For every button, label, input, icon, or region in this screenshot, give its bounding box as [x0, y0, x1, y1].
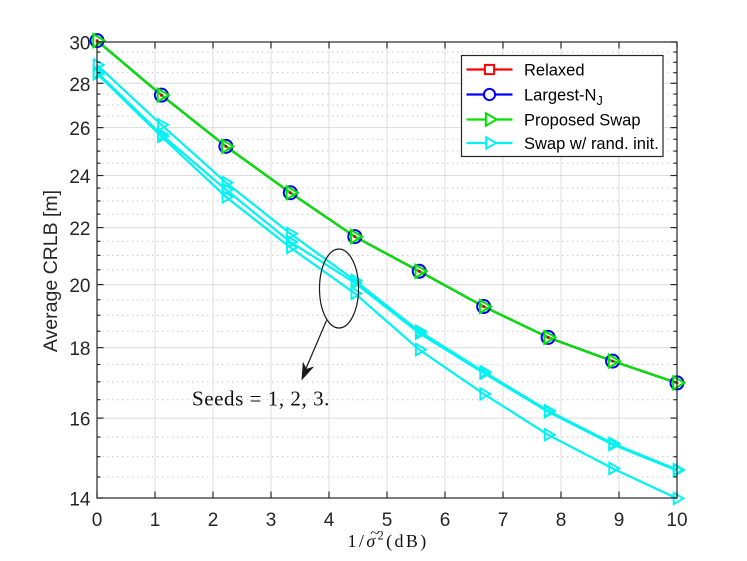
- svg-text:8: 8: [556, 510, 567, 531]
- svg-text:26: 26: [69, 119, 90, 140]
- svg-text:1: 1: [150, 510, 161, 531]
- svg-text:9: 9: [614, 510, 625, 531]
- svg-text:Largest-NJ: Largest-NJ: [524, 86, 603, 108]
- svg-text:Average CRLB [m]: Average CRLB [m]: [40, 190, 62, 352]
- svg-text:Swap w/ rand. init.: Swap w/ rand. init.: [524, 135, 659, 153]
- svg-text:2: 2: [208, 510, 219, 531]
- svg-text:14: 14: [69, 490, 91, 511]
- svg-text:Proposed Swap: Proposed Swap: [524, 111, 641, 129]
- svg-text:3: 3: [266, 510, 277, 531]
- svg-text:20: 20: [69, 276, 90, 297]
- svg-text:7: 7: [498, 510, 509, 531]
- svg-text:24: 24: [69, 167, 91, 188]
- svg-text:6: 6: [440, 510, 451, 531]
- svg-text:16: 16: [69, 410, 90, 431]
- svg-text:22: 22: [69, 219, 90, 240]
- svg-text:5: 5: [382, 510, 393, 531]
- svg-text:~: ~: [371, 525, 380, 542]
- svg-text:4: 4: [324, 510, 335, 531]
- svg-text:Relaxed: Relaxed: [524, 61, 585, 79]
- svg-text:0: 0: [92, 510, 103, 531]
- svg-text:30: 30: [69, 34, 90, 55]
- svg-text:1/σ2(dB): 1/σ2(dB): [348, 529, 429, 552]
- svg-text:Seeds = 1, 2, 3.: Seeds = 1, 2, 3.: [192, 387, 330, 411]
- svg-text:18: 18: [69, 339, 90, 360]
- svg-text:28: 28: [69, 75, 90, 96]
- svg-text:10: 10: [666, 510, 687, 531]
